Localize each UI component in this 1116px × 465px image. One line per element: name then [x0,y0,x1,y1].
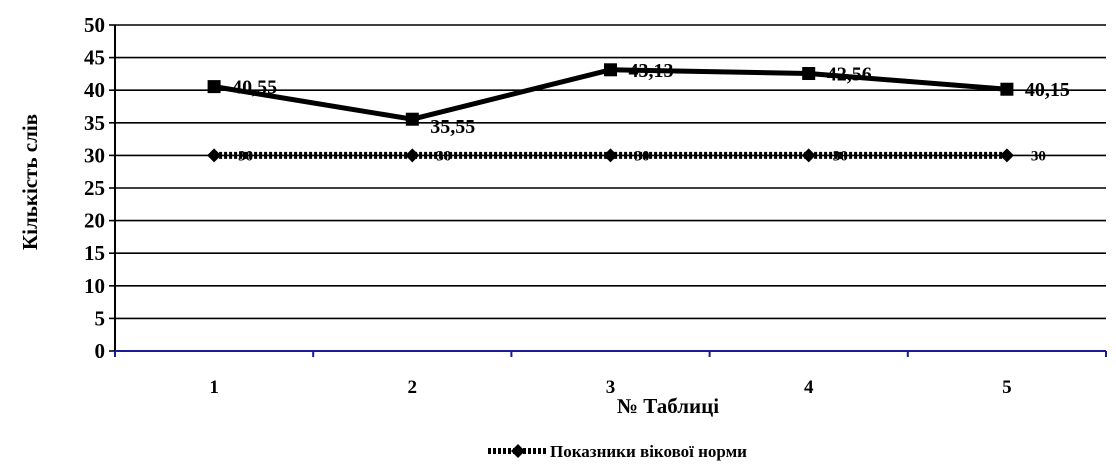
series [207,63,1014,162]
y-tick-label-25: 25 [84,176,105,200]
main-point-3 [604,63,617,76]
y-tick-label-50: 50 [84,13,105,37]
y-tick-label-10: 10 [84,274,105,298]
x-tick-label-5: 5 [1002,377,1012,398]
main-point-4 [802,67,815,80]
norm-data-label-2: 30 [436,148,451,164]
y-tick-label-45: 45 [84,46,105,70]
y-tick-label-40: 40 [84,78,105,102]
x-axis-title: № Таблиці [617,394,719,418]
y-tick-label-30: 30 [84,143,105,167]
x-tick-label-3: 3 [606,377,616,398]
norm-data-label-4: 30 [833,148,848,164]
y-tick-label-0: 0 [95,339,106,363]
main-data-label-4: 42,56 [827,64,872,86]
y-tick-label-5: 5 [95,306,106,330]
y-tick-labels: 0 5 10 15 20 25 30 35 40 45 50 [84,13,105,363]
norm-data-label-5: 30 [1031,148,1046,164]
x-tick-labels: 1 2 3 4 5 [209,377,1011,398]
series-main-line [214,70,1007,119]
norm-point-2 [405,148,419,162]
x-tick-label-1: 1 [209,377,219,398]
main-data-label-5: 40,15 [1025,79,1070,101]
norm-data-label-1: 30 [238,148,253,164]
main-point-1 [208,80,221,93]
x-tick-label-4: 4 [804,377,814,398]
y-tick-label-15: 15 [84,241,105,265]
main-point-5 [1000,83,1013,96]
norm-point-3 [604,148,618,162]
x-tick-label-2: 2 [408,377,418,398]
main-data-label-3: 43,13 [629,60,674,82]
main-point-2 [406,113,419,126]
norm-point-5 [1000,148,1014,162]
y-tick-label-20: 20 [84,209,105,233]
legend-diamond-marker [511,444,525,458]
norm-data-label-3: 30 [635,148,650,164]
main-data-label-1: 40,55 [232,77,277,99]
norm-point-1 [207,148,221,162]
legend-label: Показники вікової норми [550,442,747,461]
norm-point-4 [802,148,816,162]
main-data-label-2: 35,55 [430,116,475,138]
y-tick-label-35: 35 [84,111,105,135]
legend: Показники вікової норми [488,442,747,461]
y-axis-title: Кількість слів [18,114,42,250]
